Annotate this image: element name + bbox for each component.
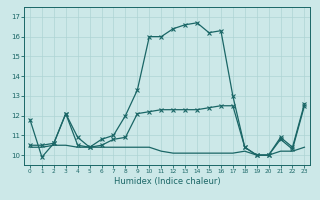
X-axis label: Humidex (Indice chaleur): Humidex (Indice chaleur): [114, 177, 220, 186]
